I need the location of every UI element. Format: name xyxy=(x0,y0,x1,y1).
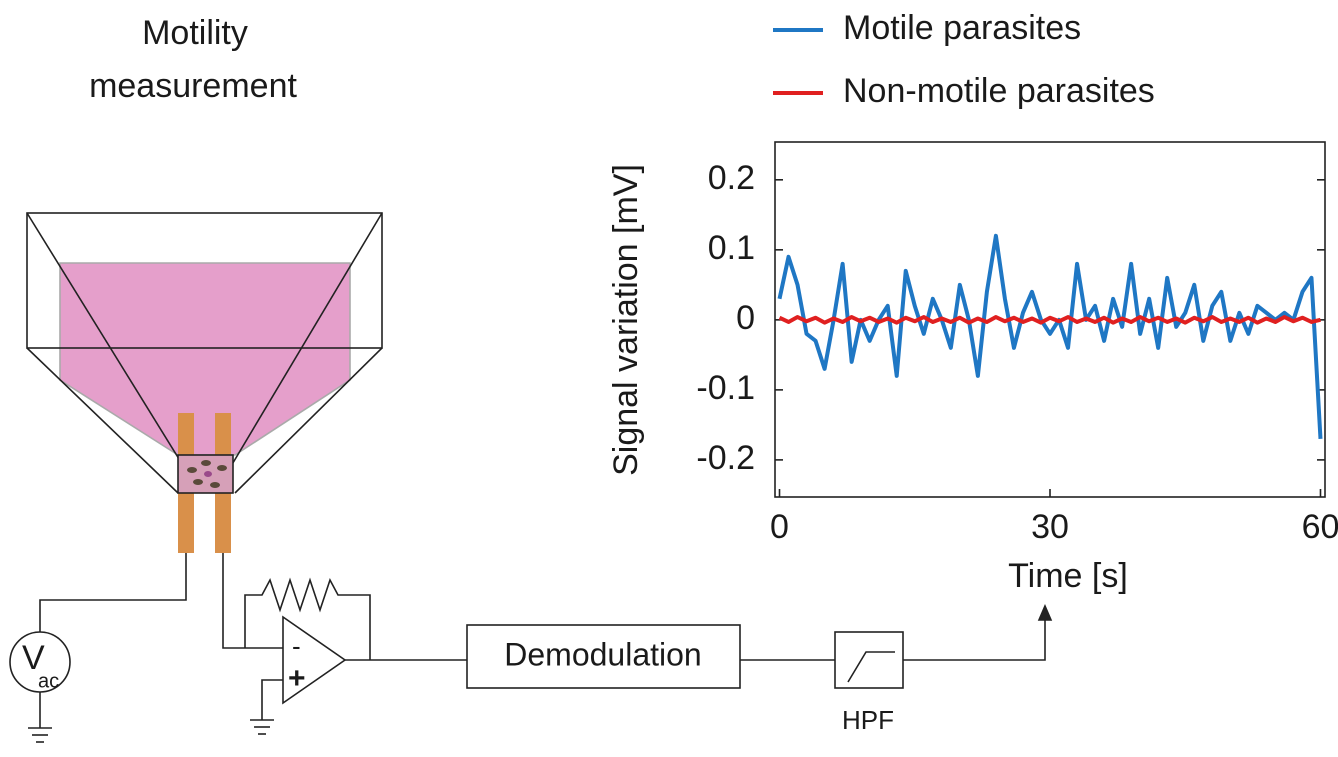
x-tick-label: 0 xyxy=(770,508,789,546)
source-subscript: ac xyxy=(38,670,59,692)
y-axis-label: Signal variation [mV] xyxy=(607,164,645,476)
x-tick-label: 30 xyxy=(1031,508,1069,546)
legend-label: Motile parasites xyxy=(843,9,1081,47)
arrow-head xyxy=(1037,603,1053,621)
chamber-top xyxy=(26,212,383,349)
y-tick-label: 0 xyxy=(736,299,755,337)
filter-box xyxy=(834,631,904,689)
medium xyxy=(59,262,351,456)
source-label: V xyxy=(22,639,45,677)
y-tick-label: 0.1 xyxy=(708,229,755,267)
parasites xyxy=(187,460,227,488)
demodulation-label: Demodulation xyxy=(504,636,701,672)
legend-label: Non-motile parasites xyxy=(843,72,1155,110)
chamber-side xyxy=(234,347,383,494)
x-axis-label: Time [s] xyxy=(1008,557,1128,595)
wire xyxy=(39,553,187,632)
chamber-edge xyxy=(214,212,383,494)
wire xyxy=(222,553,283,649)
plus-label: + xyxy=(288,662,306,695)
demodulation-box xyxy=(466,624,741,689)
data-line xyxy=(778,315,1321,325)
diagram xyxy=(9,212,1053,743)
minus-label: - xyxy=(292,631,301,661)
feedback-resistor xyxy=(244,577,371,660)
y-tick-label: -0.2 xyxy=(696,439,755,477)
title: measurement xyxy=(89,67,297,105)
filter-icon xyxy=(847,651,895,683)
x-tick-label: 60 xyxy=(1302,508,1338,546)
title: Motility xyxy=(142,14,248,52)
filter-label: HPF xyxy=(842,705,894,735)
y-tick-label: -0.1 xyxy=(696,369,755,407)
wire xyxy=(261,679,283,720)
wire xyxy=(903,618,1046,661)
data-line xyxy=(777,233,1323,439)
y-tick-label: 0.2 xyxy=(708,159,755,197)
op-amp xyxy=(282,615,347,705)
chamber-side xyxy=(26,347,179,494)
chamber-edge xyxy=(26,212,201,494)
